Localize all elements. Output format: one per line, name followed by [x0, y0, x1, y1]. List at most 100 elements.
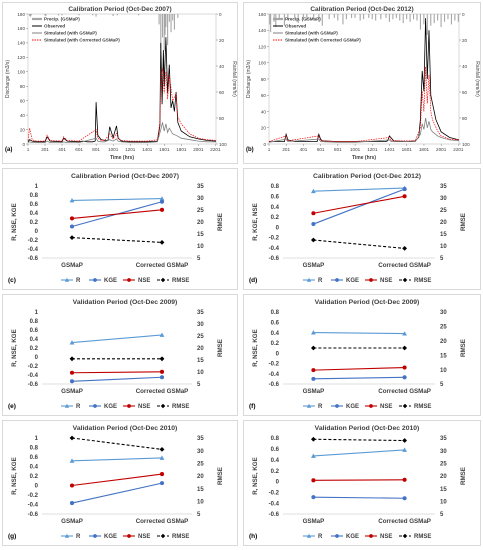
x-tick-label: 1	[268, 147, 271, 152]
marker-circle	[69, 216, 75, 221]
series-line	[71, 237, 163, 243]
y2-tick-label: 5	[197, 512, 201, 518]
marker-circle	[69, 483, 75, 488]
marker-diamond	[311, 345, 316, 351]
legend-label: KGE	[104, 534, 117, 540]
series-precip-gsmap	[269, 14, 459, 35]
y-tick-label: 80	[20, 84, 26, 89]
y2-tick-label: 20	[197, 220, 204, 226]
x-tick-label: 1401	[384, 147, 395, 152]
y-tick-label: 0.2	[30, 220, 39, 226]
y2-tick-label: 100	[462, 142, 470, 147]
y2-tick-label: 25	[197, 208, 204, 214]
marker-triangle	[69, 458, 75, 463]
legend-label: RMSE	[172, 404, 189, 410]
series-r	[69, 455, 165, 463]
series-line	[313, 438, 405, 442]
series-line	[313, 376, 405, 380]
legend-label: Precip. (GSMaP)	[285, 17, 321, 22]
y-tick-label: 160	[258, 12, 266, 17]
marker-circle	[159, 472, 165, 477]
y-tick-label: 120	[258, 44, 266, 49]
y-tick-label: 60	[261, 93, 267, 98]
series-nse	[69, 207, 165, 221]
y2-tick-label: 10	[440, 368, 447, 374]
marker-triangle	[402, 447, 407, 452]
y2-tick-label: 15	[440, 353, 447, 359]
y-tick-label: -0.2	[28, 493, 39, 499]
marker-circle	[93, 534, 97, 538]
marker-circle	[159, 199, 165, 204]
y-tick-label: 0.8	[30, 446, 39, 452]
marker-diamond	[159, 447, 165, 452]
marker-diamond	[159, 240, 165, 245]
y-tick-label: 80	[261, 77, 267, 82]
legend-label: NSE	[138, 534, 150, 540]
legend-label: Observed	[44, 24, 65, 29]
legend-label: NSE	[380, 534, 392, 540]
marker-triangle	[69, 340, 75, 345]
marker-circle	[402, 187, 407, 192]
category-label: Corrected GSMaP	[136, 388, 189, 395]
series-line	[313, 496, 405, 499]
marker-triangle	[402, 331, 407, 336]
series-nse	[311, 477, 407, 483]
marker-circle	[159, 207, 165, 212]
series-line	[313, 195, 405, 214]
y2-tick-label: 60	[219, 90, 225, 95]
legend-label: R	[318, 534, 323, 540]
panel-e-metrics-chart: Validation Period (Oct-Dec 2009) -0.6 -0.4…	[2, 294, 238, 416]
series-simulated-with-corrected-gsmap	[27, 68, 217, 142]
y-tick-label: 0.4	[271, 458, 280, 464]
y-tick-label: 0	[35, 484, 39, 490]
series-rmse	[311, 436, 407, 443]
legend-label: Simulated (with GSMaP)	[285, 31, 338, 36]
x-tick-label: 1601	[159, 147, 170, 152]
marker-diamond	[402, 345, 407, 351]
y-tick-label: 0	[276, 351, 280, 357]
legend-label: Simulated (with Corrected GSMaP)	[44, 38, 120, 43]
marker-diamond	[159, 356, 165, 362]
marker-triangle	[306, 277, 312, 282]
marker-triangle	[159, 196, 165, 201]
series-nse	[311, 365, 407, 373]
category-label: Corrected GSMaP	[378, 262, 431, 269]
x-tick-label: 1401	[142, 147, 153, 152]
series-line	[313, 188, 405, 225]
y-axis-label: R, NSE, KGE	[11, 457, 18, 494]
legend-label: Observed	[285, 24, 306, 29]
y-tick-label: -0.4	[28, 503, 39, 509]
series-kge	[311, 375, 407, 381]
marker-circle	[93, 404, 97, 408]
y-tick-label: 0.4	[30, 337, 39, 343]
panel-frame	[243, 420, 481, 546]
marker-circle	[69, 224, 75, 229]
marker-diamond	[402, 403, 408, 409]
legend-label: R	[76, 534, 81, 540]
marker-circle	[69, 379, 75, 384]
y2-tick-label: 10	[197, 370, 204, 376]
legend-label: R	[76, 404, 81, 410]
marker-diamond	[311, 237, 316, 243]
y-tick-label: 0.6	[30, 202, 39, 208]
y-tick-label: 1	[35, 436, 39, 442]
series-simulated-with-gsmap	[27, 122, 216, 144]
marker-circle	[402, 194, 407, 199]
series-line	[313, 479, 405, 481]
y-tick-label: 120	[17, 55, 25, 60]
y2-tick-label: 5	[197, 382, 201, 388]
marker-circle	[402, 477, 407, 482]
y2-axis-label: Rainfall (mm/hr)	[474, 61, 480, 97]
y-axis-label: R, NSE, KGE	[11, 329, 18, 366]
y2-tick-label: 15	[197, 487, 204, 493]
y-tick-label: 20	[261, 126, 267, 131]
y-tick-label: 100	[17, 70, 25, 75]
y2-tick-label: 40	[462, 64, 468, 69]
y2-tick-label: 5	[197, 256, 201, 262]
marker-circle	[159, 481, 165, 486]
marker-circle	[311, 478, 316, 483]
marker-diamond	[160, 277, 166, 283]
y2-tick-label: 25	[197, 462, 204, 468]
marker-triangle	[69, 198, 75, 203]
marker-triangle	[64, 277, 70, 282]
